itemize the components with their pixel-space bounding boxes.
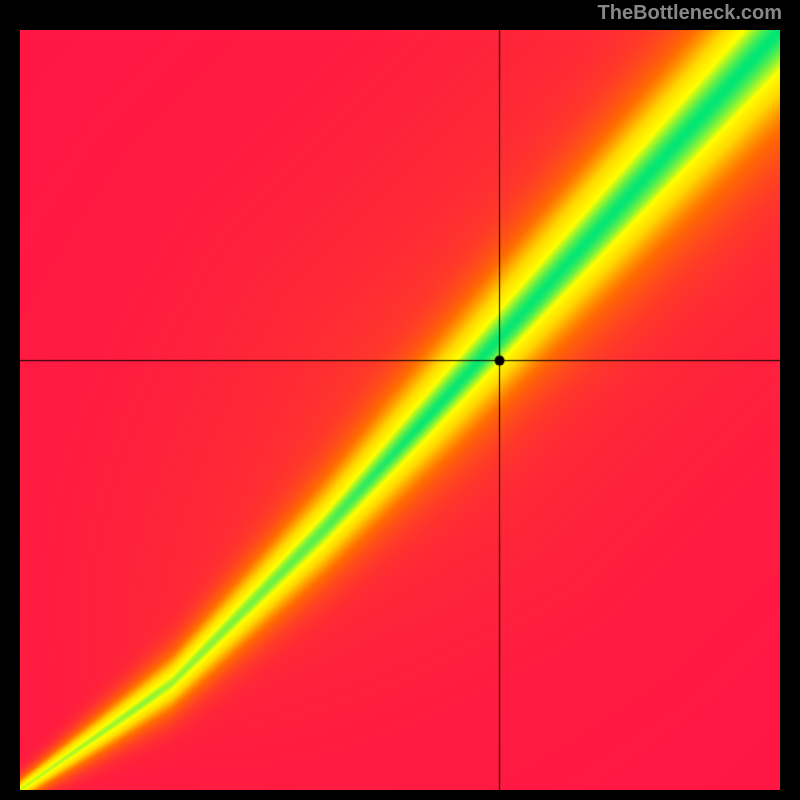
plot-area <box>20 30 780 790</box>
bottleneck-heatmap <box>20 30 780 790</box>
chart-container: TheBottleneck.com <box>0 0 800 800</box>
attribution-label: TheBottleneck.com <box>598 2 782 25</box>
